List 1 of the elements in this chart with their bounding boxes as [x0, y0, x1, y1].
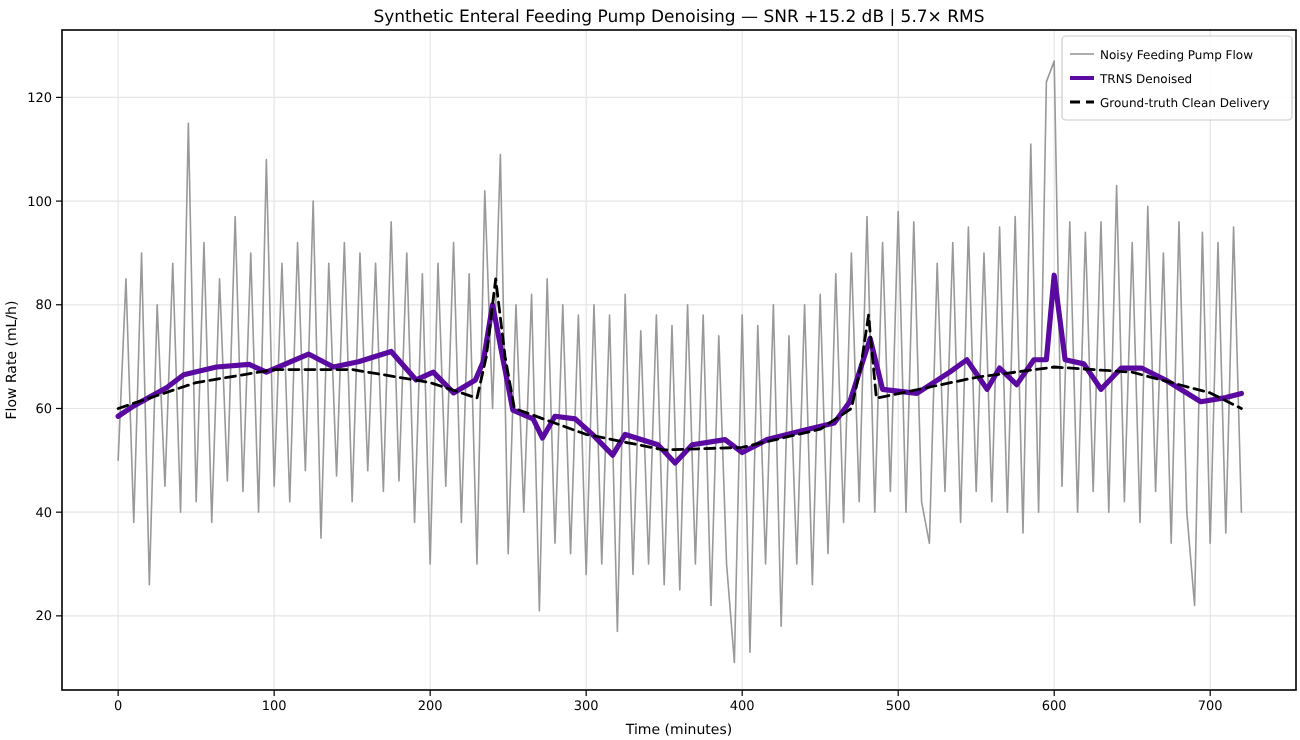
chart-title: Synthetic Enteral Feeding Pump Denoising — SNR +15.2 dB | 5.7× RMS [373, 8, 985, 28]
